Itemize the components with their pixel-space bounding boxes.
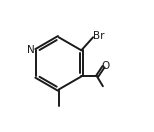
Text: O: O bbox=[102, 61, 110, 71]
Text: N: N bbox=[27, 45, 35, 55]
Text: Br: Br bbox=[93, 31, 105, 41]
